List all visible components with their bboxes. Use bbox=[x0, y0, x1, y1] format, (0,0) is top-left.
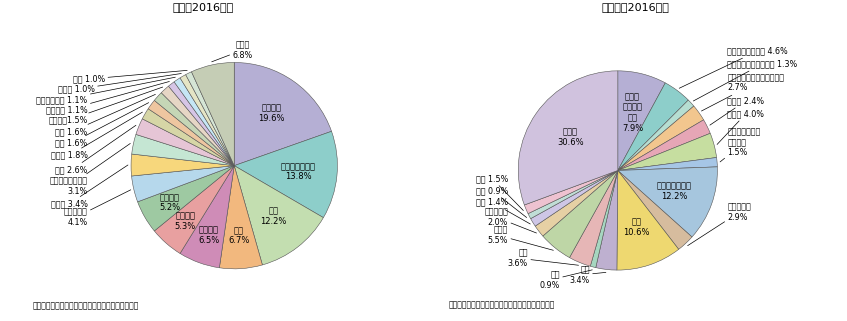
Text: 食料品 4.0%: 食料品 4.0% bbox=[717, 109, 764, 144]
Text: 日本 2.6%: 日本 2.6% bbox=[55, 125, 136, 174]
Wedge shape bbox=[617, 120, 711, 170]
Text: 英領バージン諸島
3.1%: 英領バージン諸島 3.1% bbox=[50, 143, 130, 196]
Wedge shape bbox=[617, 170, 678, 270]
Wedge shape bbox=[235, 166, 324, 265]
Wedge shape bbox=[617, 100, 694, 170]
Text: チリ 1.6%: チリ 1.6% bbox=[55, 94, 155, 136]
Text: カナダ 1.0%: カナダ 1.0% bbox=[58, 74, 181, 94]
Text: 資料：ブラジル銀行のデータから経済産業省作成。: 資料：ブラジル銀行のデータから経済産業省作成。 bbox=[448, 300, 555, 309]
Text: 自動車・トレーラー・部品
2.7%: 自動車・トレーラー・部品 2.7% bbox=[701, 73, 784, 111]
Text: イタリア
5.3%: イタリア 5.3% bbox=[174, 212, 196, 231]
Wedge shape bbox=[148, 100, 235, 166]
Text: オランダ
19.6%: オランダ 19.6% bbox=[258, 104, 285, 123]
Wedge shape bbox=[617, 71, 665, 170]
Text: 通信
0.9%: 通信 0.9% bbox=[540, 270, 592, 290]
Text: 運輸 1.4%: 運輸 1.4% bbox=[476, 198, 530, 224]
Text: ベルギー 1.1%: ベルギー 1.1% bbox=[46, 82, 169, 115]
Wedge shape bbox=[524, 170, 617, 213]
Wedge shape bbox=[590, 170, 617, 268]
Wedge shape bbox=[191, 63, 235, 166]
Text: 商業
10.6%: 商業 10.6% bbox=[623, 217, 650, 237]
Wedge shape bbox=[169, 82, 235, 166]
Wedge shape bbox=[142, 109, 235, 166]
Text: 保険
3.6%: 保険 3.6% bbox=[508, 248, 579, 268]
Text: 電気機器・装置
12.2%: 電気機器・装置 12.2% bbox=[656, 181, 691, 201]
Text: スペイン
6.5%: スペイン 6.5% bbox=[198, 226, 219, 245]
Text: メキシコ1.5%: メキシコ1.5% bbox=[48, 87, 163, 125]
Text: ドイツ 3.4%: ドイツ 3.4% bbox=[51, 165, 128, 208]
Wedge shape bbox=[132, 134, 235, 166]
Text: 機械・設備
2.9%: 機械・設備 2.9% bbox=[688, 203, 751, 246]
Wedge shape bbox=[518, 71, 617, 205]
Wedge shape bbox=[543, 170, 617, 257]
Text: その他
30.6%: その他 30.6% bbox=[557, 128, 584, 147]
Wedge shape bbox=[617, 167, 717, 237]
Wedge shape bbox=[535, 170, 617, 236]
Wedge shape bbox=[154, 93, 235, 166]
Wedge shape bbox=[528, 170, 617, 219]
Wedge shape bbox=[569, 170, 617, 266]
Text: 石油・
天然ガス
採掘
7.9%: 石油・ 天然ガス 採掘 7.9% bbox=[622, 92, 643, 133]
Wedge shape bbox=[595, 170, 617, 270]
Title: 業種別（2016年）: 業種別（2016年） bbox=[601, 3, 669, 13]
Text: 電気・ガス
2.0%: 電気・ガス 2.0% bbox=[484, 208, 536, 233]
Text: 中国 1.6%: 中国 1.6% bbox=[55, 103, 149, 147]
Wedge shape bbox=[617, 83, 689, 170]
Wedge shape bbox=[617, 158, 717, 170]
Text: 化学品 2.4%: 化学品 2.4% bbox=[710, 96, 765, 125]
Wedge shape bbox=[174, 78, 235, 166]
Text: コンピュータ・
光学機器
1.5%: コンピュータ・ 光学機器 1.5% bbox=[720, 128, 761, 162]
Text: 鉱物採取関連サービス 1.3%: 鉱物採取関連サービス 1.3% bbox=[694, 59, 798, 101]
Wedge shape bbox=[185, 72, 235, 166]
Wedge shape bbox=[180, 166, 235, 268]
Wedge shape bbox=[617, 133, 717, 170]
Wedge shape bbox=[617, 170, 692, 249]
Wedge shape bbox=[219, 166, 263, 269]
Text: 米国
12.2%: 米国 12.2% bbox=[260, 206, 286, 226]
Text: その他
6.8%: その他 6.8% bbox=[212, 40, 252, 62]
Wedge shape bbox=[154, 166, 235, 254]
Wedge shape bbox=[131, 154, 235, 176]
Wedge shape bbox=[180, 74, 235, 166]
Wedge shape bbox=[131, 166, 235, 202]
Wedge shape bbox=[161, 86, 235, 166]
Text: 金属・鉱物採掘業 4.6%: 金属・鉱物採掘業 4.6% bbox=[679, 47, 789, 88]
Wedge shape bbox=[137, 166, 235, 231]
Text: スイス 1.8%: スイス 1.8% bbox=[51, 112, 142, 160]
Text: 金融
3.4%: 金融 3.4% bbox=[570, 265, 606, 285]
Text: ルクセンブルク
13.8%: ルクセンブルク 13.8% bbox=[280, 162, 315, 181]
Text: 資料：ブラジル銀行のデータから経済産業省作成。: 資料：ブラジル銀行のデータから経済産業省作成。 bbox=[33, 302, 140, 311]
Text: ノルウェー
4.1%: ノルウェー 4.1% bbox=[64, 190, 130, 227]
Wedge shape bbox=[235, 131, 337, 218]
Wedge shape bbox=[235, 63, 331, 166]
Text: 情報 0.9%: 情報 0.9% bbox=[476, 186, 527, 218]
Text: 教育 1.5%: 教育 1.5% bbox=[476, 174, 523, 211]
Text: アイルランド 1.1%: アイルランド 1.1% bbox=[36, 77, 175, 104]
Wedge shape bbox=[617, 106, 704, 170]
Text: フランス
5.2%: フランス 5.2% bbox=[159, 193, 180, 213]
Wedge shape bbox=[136, 119, 235, 166]
Title: 国別（2016年）: 国別（2016年） bbox=[173, 3, 234, 13]
Text: 英国
6.7%: 英国 6.7% bbox=[228, 226, 250, 245]
Text: 韓国 1.0%: 韓国 1.0% bbox=[73, 70, 187, 83]
Text: 不動産
5.5%: 不動産 5.5% bbox=[488, 226, 553, 250]
Wedge shape bbox=[530, 170, 617, 226]
